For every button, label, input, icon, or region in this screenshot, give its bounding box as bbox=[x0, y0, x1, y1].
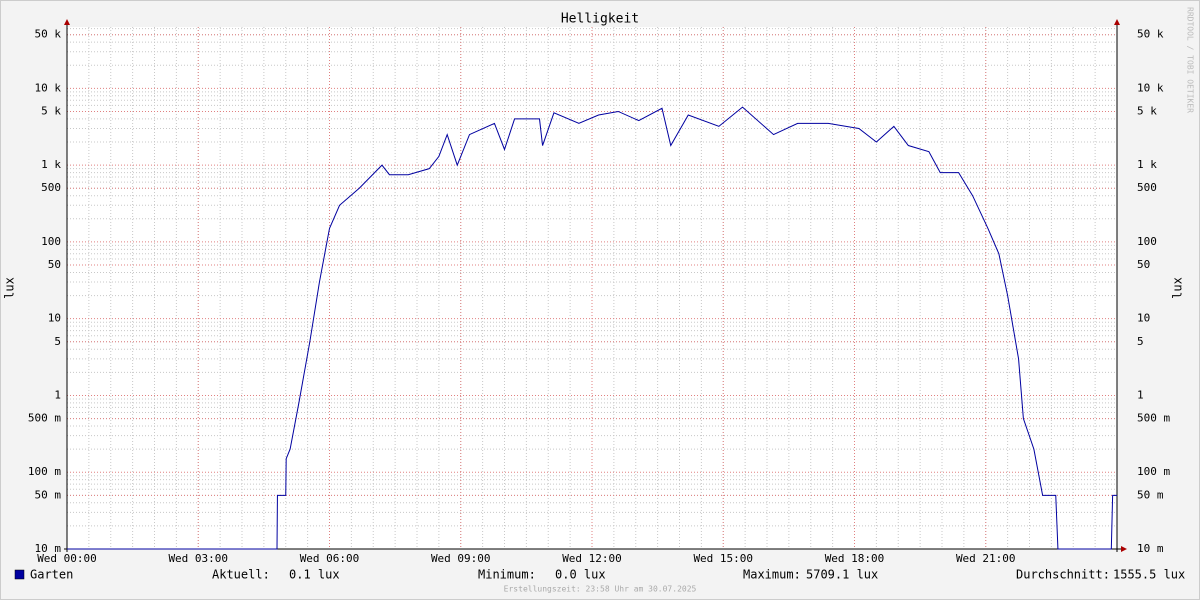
y-axis-label-right: lux bbox=[1171, 277, 1185, 299]
y-tick-label-right: 50 k bbox=[1137, 28, 1164, 41]
y-tick-label-right: 10 k bbox=[1137, 81, 1164, 94]
stat-label: Aktuell: bbox=[212, 568, 270, 582]
y-tick-label-right: 5 bbox=[1137, 335, 1144, 348]
y-tick-label-right: 1 k bbox=[1137, 158, 1157, 171]
y-tick-label-right: 500 bbox=[1137, 181, 1157, 194]
x-tick-label: Wed 09:00 bbox=[431, 552, 491, 565]
legend-swatch bbox=[14, 569, 25, 580]
y-tick-label: 500 bbox=[41, 181, 61, 194]
y-tick-label: 10 m bbox=[35, 542, 62, 555]
x-tick-label: Wed 00:00 bbox=[37, 552, 97, 565]
y-tick-label: 5 bbox=[54, 335, 61, 348]
x-tick-label: Wed 18:00 bbox=[825, 552, 885, 565]
side-label: RRDTOOL / TOBI OETIKER bbox=[1186, 7, 1195, 113]
axis-arrow bbox=[1121, 546, 1127, 552]
y-tick-label-right: 100 m bbox=[1137, 465, 1170, 478]
legend-label: Garten bbox=[30, 568, 73, 582]
y-tick-label: 50 m bbox=[35, 488, 62, 501]
y-tick-label-right: 50 bbox=[1137, 258, 1150, 271]
footer: Erstellungszeit: 23:58 Uhr am 30.07.2025 bbox=[504, 585, 697, 594]
y-tick-label-right: 5 k bbox=[1137, 104, 1157, 117]
y-tick-label: 5 k bbox=[41, 104, 61, 117]
y-tick-label: 50 k bbox=[35, 28, 62, 41]
axis-arrow bbox=[64, 19, 70, 25]
y-tick-label-right: 10 m bbox=[1137, 542, 1164, 555]
x-tick-label: Wed 21:00 bbox=[956, 552, 1016, 565]
y-tick-label: 10 bbox=[48, 312, 61, 325]
x-tick-label: Wed 06:00 bbox=[300, 552, 360, 565]
y-tick-label-right: 10 bbox=[1137, 312, 1150, 325]
stat-label: Maximum: bbox=[743, 568, 801, 582]
stat-value: 1555.5 lux bbox=[1113, 568, 1185, 582]
y-tick-label: 1 bbox=[54, 388, 61, 401]
data-line bbox=[67, 106, 1117, 550]
y-tick-label-right: 100 bbox=[1137, 235, 1157, 248]
y-tick-label: 1 k bbox=[41, 158, 61, 171]
x-tick-label: Wed 03:00 bbox=[168, 552, 228, 565]
stat-value: 0.1 lux bbox=[289, 568, 340, 582]
x-tick-label: Wed 12:00 bbox=[562, 552, 622, 565]
chart-title: Helligkeit bbox=[561, 12, 639, 27]
y-axis-label: lux bbox=[3, 277, 17, 299]
x-tick-label: Wed 15:00 bbox=[693, 552, 753, 565]
stat-value: 0.0 lux bbox=[555, 568, 606, 582]
y-tick-label-right: 50 m bbox=[1137, 488, 1164, 501]
y-tick-label-right: 1 bbox=[1137, 388, 1144, 401]
y-tick-label: 10 k bbox=[35, 81, 62, 94]
axis-arrow bbox=[1114, 19, 1120, 25]
stat-value: 5709.1 lux bbox=[806, 568, 878, 582]
y-tick-label: 500 m bbox=[28, 412, 61, 425]
y-tick-label: 50 bbox=[48, 258, 61, 271]
y-tick-label-right: 500 m bbox=[1137, 412, 1170, 425]
stat-label: Durchschnitt: bbox=[1016, 568, 1110, 582]
y-tick-label: 100 bbox=[41, 235, 61, 248]
stat-label: Minimum: bbox=[478, 568, 536, 582]
y-tick-label: 100 m bbox=[28, 465, 61, 478]
